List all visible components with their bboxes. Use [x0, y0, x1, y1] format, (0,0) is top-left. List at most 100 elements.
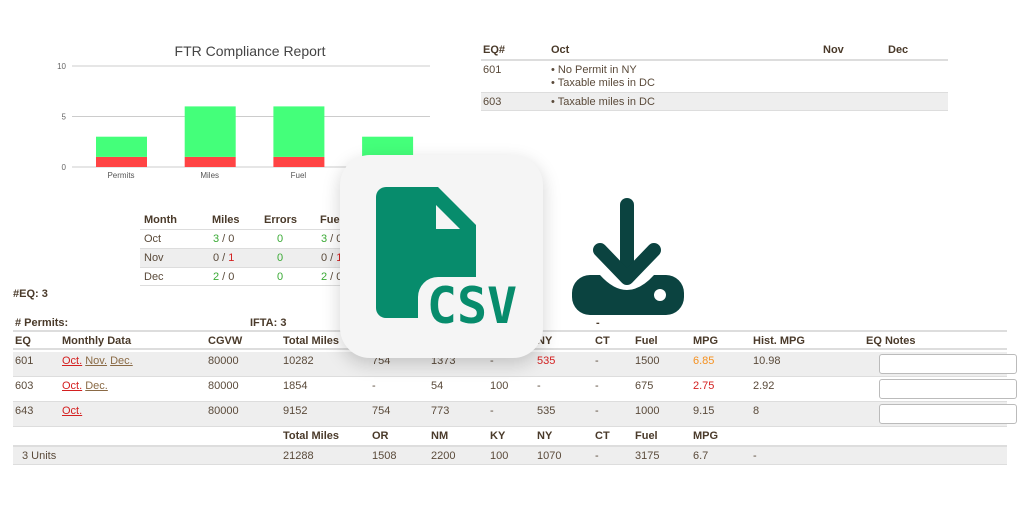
fuel: 2 / 0	[321, 271, 342, 283]
csv-label: CSV	[427, 277, 517, 335]
note: • Taxable miles in DC	[551, 96, 655, 108]
month-link[interactable]: Dec.	[85, 380, 108, 392]
download-icon	[572, 198, 684, 315]
fuel: 3 / 0	[321, 233, 342, 245]
table-row: 603 • Taxable miles in DC	[481, 93, 948, 111]
eq-notes-input[interactable]	[879, 354, 1017, 374]
ifta-label: IFTA: 3	[250, 317, 287, 329]
csv-file-icon: CSV	[376, 187, 517, 335]
eq-notes-input[interactable]	[879, 404, 1017, 424]
bar-errors	[273, 156, 325, 167]
cell: 2.75	[693, 380, 715, 392]
cell: -	[490, 355, 494, 367]
month-link[interactable]: Nov.	[85, 355, 108, 367]
total-cell: 21288	[283, 450, 314, 462]
bar-errors	[184, 156, 236, 167]
cell: 10.98	[753, 355, 781, 367]
cell: 535	[537, 405, 556, 417]
bar-ok	[362, 136, 414, 157]
total-cell: 6.7	[693, 450, 709, 462]
total-cell: 2200	[431, 450, 456, 462]
eq-number: 603	[483, 96, 502, 108]
y-tick-label: 5	[62, 113, 67, 122]
column-header: CGVW	[208, 335, 243, 347]
month-link[interactable]: Oct.	[62, 355, 83, 367]
col-fuel: Fuel	[320, 214, 343, 226]
cell: 100	[490, 380, 509, 392]
month-link[interactable]: Oct.	[62, 380, 83, 392]
table-row: 643 Oct. 80000 9152 754 773 - 535 - 1000 9.15 8	[13, 402, 1017, 427]
cell: -	[537, 380, 541, 392]
cell: -	[490, 405, 494, 417]
totals-header: Total Miles	[283, 430, 340, 442]
cell: -	[595, 380, 599, 392]
x-tick-label: Fuel	[291, 171, 307, 180]
column-header: Fuel	[635, 335, 658, 347]
cell: 1854	[283, 380, 308, 392]
x-tick-label: Permits	[107, 171, 134, 180]
total-cell: -	[595, 450, 599, 462]
totals-header: NY	[537, 430, 553, 442]
errors: 0	[277, 271, 284, 283]
month: Nov	[144, 252, 164, 264]
cell: 9152	[283, 405, 308, 417]
col-dec: Dec	[888, 44, 909, 56]
eq-notes-input[interactable]	[879, 379, 1017, 399]
totals-header: NM	[431, 430, 449, 442]
miles: 2 / 0	[213, 271, 235, 283]
total-cell: 100	[490, 450, 509, 462]
column-header: Monthly Data	[62, 335, 132, 347]
col-nov: Nov	[823, 44, 844, 56]
col-errors: Errors	[264, 214, 298, 226]
totals-row: 3 Units 21288 1508 2200 100 1070 - 3175 6.7 -	[13, 447, 1007, 465]
eq: 601	[15, 355, 34, 367]
totals-header: CT	[595, 430, 610, 442]
bar-errors	[96, 156, 147, 167]
x-tick-label: Miles	[200, 171, 219, 180]
errors: 0	[277, 233, 284, 245]
cell: 754	[372, 405, 391, 417]
totals-header: OR	[372, 430, 389, 442]
cell: 80000	[208, 405, 239, 417]
dash: -	[596, 317, 600, 329]
eq-number: 601	[483, 64, 502, 76]
column-header: MPG	[693, 335, 719, 347]
totals-header: MPG	[693, 430, 719, 442]
bar-ok	[184, 106, 236, 157]
summary-row: Nov 0 / 1 0 0 / 1	[140, 248, 350, 267]
cell: -	[372, 380, 376, 392]
cell: 754	[372, 355, 391, 367]
y-tick-label: 10	[57, 62, 66, 71]
eq: 603	[15, 380, 34, 392]
table-row: 603 Oct. Dec. 80000 1854 - 54 100 - - 675 2.75 2.9…	[13, 377, 1017, 402]
total-cell: 3175	[635, 450, 660, 462]
col-month: Month	[144, 214, 177, 226]
col-eq: EQ#	[483, 44, 506, 56]
summary-row: Oct 3 / 0 0 3 / 0	[140, 229, 350, 248]
column-header: EQ Notes	[866, 335, 916, 347]
cell: -	[595, 355, 599, 367]
table-row: 601 Oct. Nov. Dec. 80000 10282 754 1373 - 535 -…	[13, 352, 1017, 377]
monthly-links: Oct. Dec.	[62, 380, 108, 392]
chart-title: FTR Compliance Report	[174, 43, 326, 59]
month-link[interactable]: Oct.	[62, 405, 83, 417]
total-cell: 1070	[537, 450, 562, 462]
cell: 2.92	[753, 380, 775, 392]
bar-ok	[273, 106, 325, 157]
errors: 0	[277, 252, 284, 264]
column-header: Hist. MPG	[753, 335, 805, 347]
total-cell: -	[753, 450, 757, 462]
cell: 8	[753, 405, 760, 417]
csv-icon-card: CSV	[340, 155, 543, 358]
column-header: Total Miles	[283, 335, 340, 347]
summary-row: Dec 2 / 0 0 2 / 0	[140, 267, 350, 286]
column-header: CT	[595, 335, 610, 347]
cell: 80000	[208, 355, 239, 367]
month-link[interactable]: Dec.	[110, 355, 133, 367]
main-table: EQ Monthly Data CGVW Total Miles OR NM KY NY CT F…	[13, 330, 1017, 466]
month: Oct	[144, 233, 162, 245]
cell: 675	[635, 380, 654, 392]
cell: 80000	[208, 380, 239, 392]
cell: 535	[537, 355, 556, 367]
column-header: EQ	[15, 335, 31, 347]
